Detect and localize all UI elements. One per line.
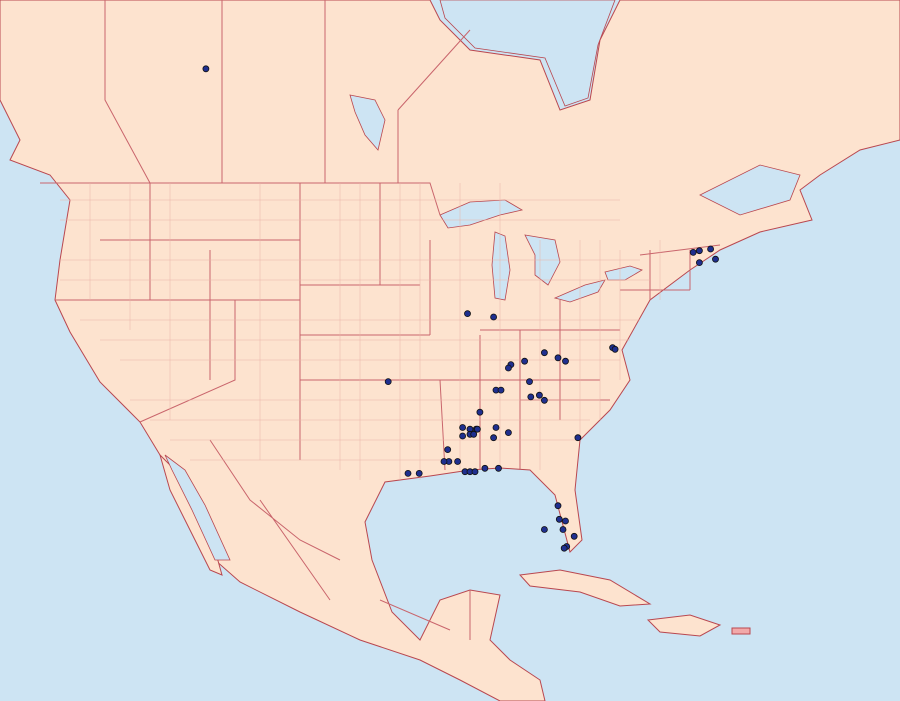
occurrence-marker: [495, 464, 502, 472]
occurrence-marker: [555, 515, 563, 523]
occurrence-marker: [570, 532, 578, 540]
occurrence-marker: [471, 468, 479, 476]
occurrence-marker: [481, 464, 489, 472]
gulf-of-california: [164, 454, 231, 561]
occurrence-marker: [541, 396, 548, 404]
occurrence-marker: [473, 425, 481, 433]
occurrence-marker: [707, 245, 714, 253]
occurrence-marker: [696, 247, 703, 255]
occurrence-marker: [497, 386, 505, 394]
occurrence-marker: [454, 458, 462, 465]
occurrence-marker: [574, 434, 582, 442]
occurrence-marker: [490, 313, 498, 321]
occurrence-marker: [202, 65, 210, 73]
occurrence-marker: [526, 378, 533, 386]
occurrence-marker: [560, 544, 568, 552]
occurrence-marker: [554, 502, 562, 510]
occurrence-marker: [536, 391, 543, 399]
gulf-of-st-lawrence: [699, 164, 801, 216]
occurrence-marker: [440, 458, 448, 465]
occurrence-markers: [202, 65, 719, 552]
occurrence-marker: [464, 310, 471, 318]
hispaniola: [646, 614, 722, 637]
occurrence-marker: [504, 364, 512, 372]
occurrence-marker: [459, 424, 467, 431]
occurrence-marker: [404, 469, 412, 477]
puerto-rico: [731, 627, 751, 635]
occurrence-marker: [541, 349, 548, 357]
occurrence-marker: [559, 526, 567, 533]
great-slave-lake: [349, 94, 386, 151]
occurrence-marker: [712, 255, 719, 263]
hudson-bay: [439, 0, 616, 107]
occurrence-marker: [504, 429, 512, 437]
occurrence-marker: [444, 446, 452, 454]
cuba: [518, 569, 652, 607]
occurrence-marker: [541, 526, 548, 533]
occurrence-marker: [492, 424, 500, 431]
occurrence-marker: [476, 408, 484, 416]
occurrence-marker: [611, 345, 619, 353]
occurrence-marker: [554, 354, 562, 362]
occurrence-marker: [470, 430, 478, 438]
occurrence-marker: [415, 469, 423, 477]
occurrence-marker: [696, 259, 703, 267]
occurrence-marker: [384, 378, 392, 386]
lake-ontario: [604, 265, 643, 281]
occurrence-marker: [521, 357, 528, 365]
lake-michigan: [491, 231, 511, 301]
occurrence-marker: [459, 432, 467, 440]
occurrence-marker: [562, 517, 569, 525]
lake-superior: [439, 199, 524, 229]
occurrence-marker: [689, 248, 697, 256]
occurrence-marker: [527, 393, 535, 401]
occurrence-marker: [562, 357, 569, 365]
occurrence-marker: [490, 434, 498, 442]
